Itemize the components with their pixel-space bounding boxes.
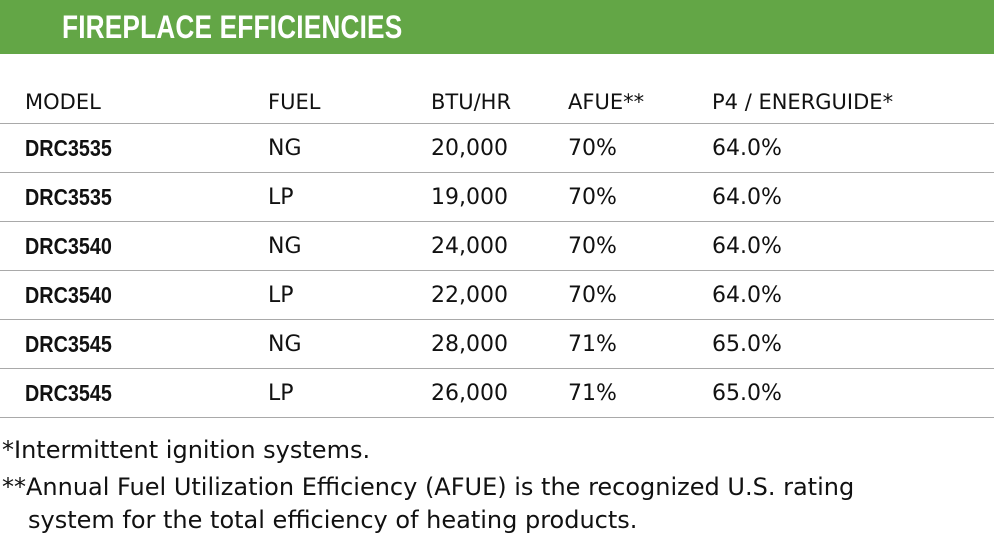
header-model: MODEL <box>25 89 101 114</box>
table-row: DRC3535 LP 19,000 70% 64.0% <box>0 173 994 222</box>
cell-btu: 28,000 <box>431 331 508 357</box>
footnote-afue: **Annual Fuel Utilization Efficiency (AF… <box>2 473 855 501</box>
table-row: DRC3540 LP 22,000 70% 64.0% <box>0 271 994 320</box>
header-p4-energuide: P4 / ENERGUIDE* <box>712 89 894 114</box>
footnote-afue-continued: system for the total efficiency of heati… <box>28 506 638 534</box>
cell-afue: 71% <box>568 380 617 406</box>
cell-btu: 24,000 <box>431 233 508 259</box>
cell-fuel: NG <box>268 135 302 161</box>
model-value: DRC3535 <box>25 183 112 210</box>
title-banner: FIREPLACE EFFICIENCIES <box>0 0 994 54</box>
model-value: DRC3535 <box>25 134 112 161</box>
cell-fuel: LP <box>268 184 294 210</box>
cell-afue: 70% <box>568 233 617 259</box>
cell-afue: 71% <box>568 331 617 357</box>
cell-model: DRC3535 <box>25 124 126 172</box>
cell-afue: 70% <box>568 135 617 161</box>
cell-p4: 64.0% <box>712 184 782 210</box>
cell-btu: 19,000 <box>431 184 508 210</box>
header-btu: BTU/HR <box>431 89 512 114</box>
cell-afue: 70% <box>568 282 617 308</box>
table-header-row: MODEL FUEL BTU/HR AFUE** P4 / ENERGUIDE* <box>0 76 994 124</box>
table-row: DRC3545 LP 26,000 71% 65.0% <box>0 369 994 418</box>
cell-p4: 65.0% <box>712 331 782 357</box>
efficiency-table: MODEL FUEL BTU/HR AFUE** P4 / ENERGUIDE*… <box>0 76 994 418</box>
table-row: DRC3545 NG 28,000 71% 65.0% <box>0 320 994 369</box>
footnotes: *Intermittent ignition systems. **Annual… <box>0 432 994 538</box>
model-value: DRC3540 <box>25 232 112 259</box>
cell-fuel: LP <box>268 282 294 308</box>
cell-afue: 70% <box>568 184 617 210</box>
cell-fuel: LP <box>268 380 294 406</box>
cell-fuel: NG <box>268 331 302 357</box>
cell-model: DRC3545 <box>25 320 126 368</box>
cell-p4: 64.0% <box>712 135 782 161</box>
footnote-ignition: *Intermittent ignition systems. <box>2 436 371 464</box>
cell-model: DRC3535 <box>25 173 126 221</box>
table-row: DRC3535 NG 20,000 70% 64.0% <box>0 124 994 173</box>
table-row: DRC3540 NG 24,000 70% 64.0% <box>0 222 994 271</box>
cell-p4: 64.0% <box>712 233 782 259</box>
header-fuel: FUEL <box>268 89 321 114</box>
cell-btu: 26,000 <box>431 380 508 406</box>
model-value: DRC3545 <box>25 379 112 406</box>
cell-p4: 64.0% <box>712 282 782 308</box>
model-value: DRC3540 <box>25 281 112 308</box>
header-afue: AFUE** <box>568 89 645 114</box>
cell-model: DRC3545 <box>25 369 126 417</box>
cell-fuel: NG <box>268 233 302 259</box>
cell-model: DRC3540 <box>25 222 126 270</box>
page-title: FIREPLACE EFFICIENCIES <box>62 9 403 45</box>
cell-btu: 22,000 <box>431 282 508 308</box>
cell-p4: 65.0% <box>712 380 782 406</box>
cell-btu: 20,000 <box>431 135 508 161</box>
model-value: DRC3545 <box>25 330 112 357</box>
cell-model: DRC3540 <box>25 271 126 319</box>
